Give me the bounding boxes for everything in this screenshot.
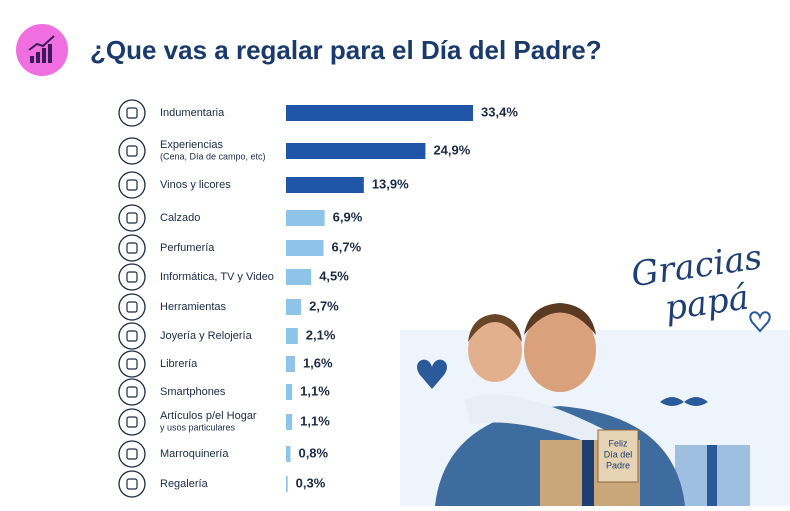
category-label: Experiencias — [160, 139, 223, 151]
bar — [286, 446, 291, 462]
value-label: 24,9% — [433, 142, 470, 157]
category-icon-glyph — [126, 330, 138, 342]
category-icon — [118, 408, 146, 436]
category-icon-glyph — [126, 301, 138, 313]
category-label: y usos particulares — [160, 422, 236, 432]
bar — [286, 299, 302, 315]
category-label: Joyería y Relojería — [160, 330, 253, 342]
category-icon — [118, 263, 146, 291]
category-icon — [118, 171, 146, 199]
value-label: 2,1% — [306, 327, 336, 342]
category-label: Calzado — [160, 212, 200, 224]
category-label: (Cena, Día de campo, etc) — [160, 151, 266, 161]
value-label: 13,9% — [372, 176, 409, 191]
category-label: Marroquinería — [160, 448, 229, 460]
bar — [286, 356, 295, 372]
value-label: 0,3% — [296, 475, 326, 490]
gift-tag-text: Día del — [604, 449, 633, 459]
bar — [286, 143, 426, 159]
category-label: Indumentaria — [160, 107, 225, 119]
value-label: 1,1% — [300, 413, 330, 428]
category-icon — [118, 470, 146, 498]
category-label: Artículos p/el Hogar — [160, 410, 257, 422]
category-icon-glyph — [126, 478, 138, 490]
bar — [286, 414, 293, 430]
bar — [286, 105, 474, 121]
category-icon — [118, 350, 146, 378]
category-icon — [118, 234, 146, 262]
header-icon-glyph — [28, 35, 55, 63]
bar — [286, 269, 312, 285]
category-icon-glyph — [126, 179, 138, 191]
bar — [286, 210, 325, 226]
category-icon — [118, 378, 146, 406]
category-icon-glyph — [126, 242, 138, 254]
value-label: 0,8% — [298, 445, 328, 460]
value-label: 4,5% — [319, 268, 349, 283]
value-label: 2,7% — [309, 298, 339, 313]
category-icon-glyph — [126, 386, 138, 398]
category-label: Smartphones — [160, 386, 226, 398]
chart-title: ¿Que vas a regalar para el Día del Padre… — [90, 35, 602, 65]
category-icon-glyph — [126, 271, 138, 283]
category-icon — [118, 440, 146, 468]
value-label: 33,4% — [481, 104, 518, 119]
category-icon-glyph — [126, 145, 138, 157]
category-icon-glyph — [126, 448, 138, 460]
category-label: Librería — [160, 358, 198, 370]
bar — [286, 328, 298, 344]
category-icon-glyph — [126, 358, 138, 370]
category-icon-glyph — [126, 416, 138, 428]
category-label: Perfumería — [160, 242, 215, 254]
category-icon — [118, 293, 146, 321]
bar — [286, 240, 324, 256]
category-label: Vinos y licores — [160, 179, 231, 191]
gift-tag-text: Feliz — [608, 438, 628, 448]
category-label: Informática, TV y Video — [160, 271, 274, 283]
value-label: 6,9% — [333, 209, 363, 224]
category-icon — [118, 99, 146, 127]
category-label: Regalería — [160, 478, 209, 490]
bar — [286, 384, 293, 400]
bar — [286, 476, 288, 492]
category-icon — [118, 322, 146, 350]
value-label: 6,7% — [332, 239, 362, 254]
gift-tag-text: Padre — [606, 460, 630, 470]
category-label: Herramientas — [160, 301, 227, 313]
category-icon-glyph — [126, 107, 138, 119]
category-icon — [118, 137, 146, 165]
value-label: 1,6% — [303, 355, 333, 370]
bar — [286, 177, 364, 193]
value-label: 1,1% — [300, 383, 330, 398]
category-icon-glyph — [126, 212, 138, 224]
category-icon — [118, 204, 146, 232]
illustration — [400, 303, 790, 506]
